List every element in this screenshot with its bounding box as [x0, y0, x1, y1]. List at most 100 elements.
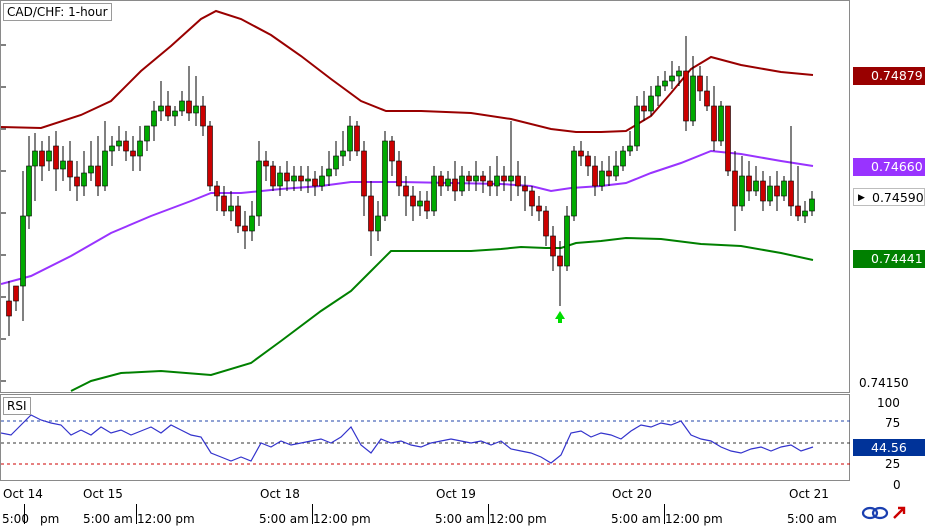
- arrow-icon[interactable]: [893, 506, 906, 519]
- candle: [144, 125, 150, 151]
- candle: [186, 66, 192, 121]
- candle: [753, 166, 759, 196]
- candle: [179, 91, 185, 116]
- candle: [298, 166, 304, 191]
- candle: [739, 156, 745, 211]
- date-label: Oct 15: [83, 487, 123, 501]
- candle: [333, 141, 339, 176]
- candle: [487, 166, 493, 196]
- candle: [424, 191, 430, 219]
- candle: [606, 156, 612, 186]
- upper-band-tag: 0.74879: [853, 67, 925, 85]
- candle: [32, 133, 38, 201]
- time-label: 12:00 pm: [313, 512, 371, 526]
- rsi-tick-25: 25: [885, 457, 901, 471]
- time-separator: [664, 504, 665, 524]
- candle: [305, 166, 311, 193]
- candle: [676, 66, 682, 86]
- candle: [81, 151, 87, 196]
- candle: [200, 96, 206, 136]
- lower-band-tag: 0.74441: [853, 250, 925, 268]
- candle: [277, 166, 283, 196]
- middle-band-tag: 0.74660: [853, 158, 925, 176]
- candle: [634, 96, 640, 151]
- candle: [109, 136, 115, 166]
- candle: [46, 136, 52, 171]
- candle: [95, 136, 101, 196]
- time-separator: [312, 504, 313, 524]
- candle: [599, 161, 605, 191]
- candle: [459, 166, 465, 196]
- candle: [431, 166, 437, 216]
- candle: [417, 191, 423, 216]
- candle: [795, 166, 801, 221]
- candle: [620, 146, 626, 171]
- candle: [67, 141, 73, 191]
- candle: [403, 176, 409, 216]
- candle: [39, 141, 45, 181]
- candle: [746, 161, 752, 201]
- candle: [557, 241, 563, 306]
- candle: [802, 201, 808, 223]
- candle: [683, 36, 689, 131]
- candle: [655, 76, 661, 106]
- candle: [669, 61, 675, 89]
- candle: [137, 126, 143, 171]
- candle: [6, 281, 12, 336]
- rsi-tick-75: 75: [885, 416, 901, 430]
- candle: [368, 181, 374, 256]
- candle: [578, 141, 584, 166]
- candle: [88, 141, 94, 181]
- date-label: Oct 14: [3, 487, 43, 501]
- current-price-value: 0.74590: [872, 190, 924, 205]
- candle: [326, 151, 332, 186]
- rsi-title: RSI: [3, 397, 31, 415]
- price-tick: 0.74150: [859, 376, 909, 390]
- candle: [438, 171, 444, 196]
- rsi-value-tag: 44.56: [853, 439, 925, 456]
- time-label: 12:00 pm: [137, 512, 195, 526]
- candle: [221, 186, 227, 216]
- candle: [697, 66, 703, 101]
- candle: [158, 81, 164, 121]
- candle: [123, 131, 129, 161]
- candle: [543, 206, 549, 246]
- candle: [382, 131, 388, 221]
- chart-title: CAD/CHF: 1-hour: [3, 3, 112, 21]
- rsi-panel[interactable]: RSI: [0, 394, 851, 482]
- candle: [809, 191, 815, 216]
- candle: [550, 226, 556, 271]
- price-chart-panel[interactable]: CAD/CHF: 1-hour: [0, 0, 850, 393]
- candle: [571, 146, 577, 221]
- rsi-chart[interactable]: [1, 395, 851, 482]
- rsi-tick-0: 0: [893, 478, 901, 492]
- time-label: 5:00 am: [611, 512, 661, 526]
- candle: [151, 101, 157, 141]
- buy-signal-arrow-icon: [555, 311, 565, 323]
- candle: [193, 76, 199, 126]
- candle: [263, 151, 269, 181]
- lower-band-line: [70, 236, 814, 392]
- candle: [312, 171, 318, 196]
- candle: [375, 201, 381, 241]
- candle: [592, 156, 598, 196]
- candle: [711, 86, 717, 151]
- time-label: 5:00 am: [259, 512, 309, 526]
- candle: [235, 196, 241, 233]
- time-label: 12:00 pm: [665, 512, 723, 526]
- time-label: 12:00 pm: [489, 512, 547, 526]
- candle: [214, 181, 220, 211]
- candle: [473, 161, 479, 191]
- candle: [13, 285, 19, 311]
- candle: [270, 161, 276, 191]
- candle: [494, 156, 500, 196]
- link-icon[interactable]: [861, 506, 889, 520]
- price-chart[interactable]: [1, 1, 851, 394]
- candle: [20, 171, 26, 321]
- candle: [515, 161, 521, 196]
- candle: [60, 146, 66, 181]
- time-label: 5:00 am: [435, 512, 485, 526]
- candle: [781, 176, 787, 201]
- candle: [466, 171, 472, 191]
- candle: [242, 211, 248, 249]
